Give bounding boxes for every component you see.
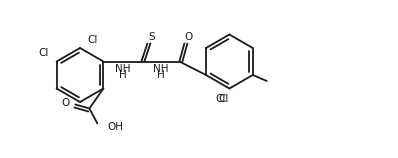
- Text: Cl: Cl: [218, 94, 228, 103]
- Text: Cl: Cl: [38, 49, 49, 58]
- Text: Cl: Cl: [215, 94, 225, 103]
- Text: O: O: [61, 97, 69, 107]
- Text: Cl: Cl: [87, 35, 98, 45]
- Text: S: S: [148, 31, 155, 42]
- Text: NH: NH: [152, 64, 168, 75]
- Text: H: H: [119, 70, 126, 79]
- Text: OH: OH: [107, 122, 123, 131]
- Text: O: O: [184, 31, 193, 42]
- Text: H: H: [156, 70, 164, 79]
- Text: NH: NH: [115, 64, 130, 75]
